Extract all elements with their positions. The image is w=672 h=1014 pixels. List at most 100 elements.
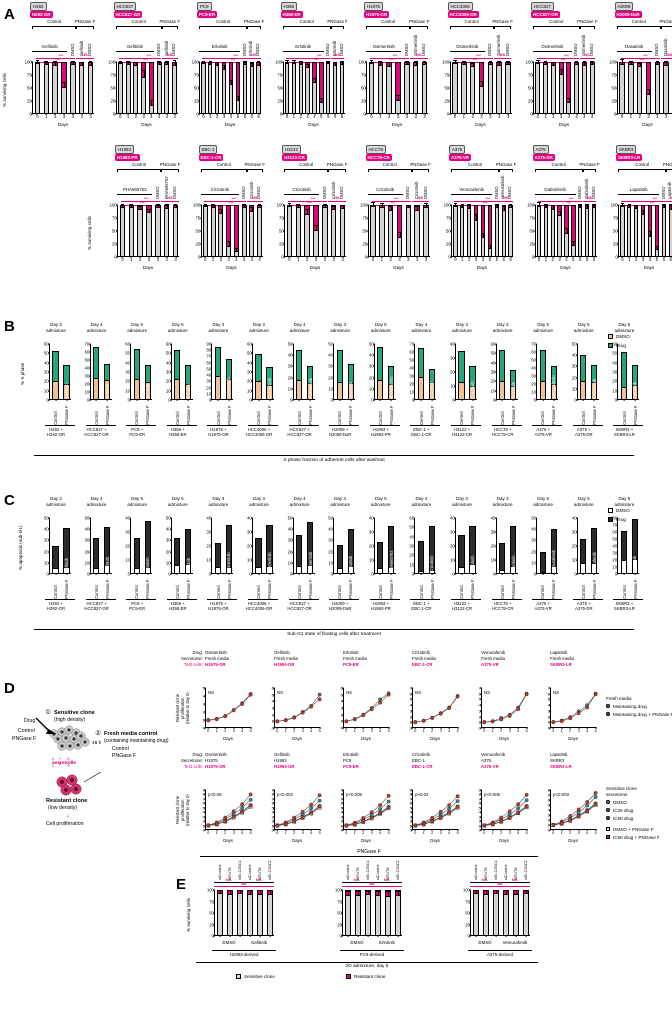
- y-tick-mark: [283, 230, 285, 232]
- line-series: [275, 692, 322, 724]
- y-tick-mark: [480, 816, 482, 818]
- error-bar: [244, 204, 245, 207]
- x-tick-label: 3: [416, 257, 419, 263]
- dmso-segment: [174, 378, 181, 400]
- sensitive-bar: [501, 209, 506, 257]
- x-cat-label: PNGase F: [267, 405, 273, 425]
- x-tick-mark: [239, 935, 241, 937]
- y-tick-mark: [549, 721, 551, 723]
- y-tick-label: 9: [341, 788, 344, 793]
- y-tick-mark: [576, 559, 578, 561]
- x-tick-label: 4: [517, 728, 520, 734]
- drug-segment: [377, 541, 384, 574]
- legend-label-1: Maintaining drug + PNGase F: [613, 711, 672, 717]
- y-tick-mark: [170, 380, 172, 382]
- x-tick-mark: [174, 113, 176, 115]
- x-tick-mark: [390, 573, 392, 575]
- x-tick-mark: [461, 399, 462, 401]
- y-tick-label: 5: [203, 686, 206, 691]
- error-bar: [537, 60, 539, 64]
- error-cap: [120, 203, 125, 205]
- drug-name-in-bar: Gefitinib: [64, 557, 70, 573]
- sensitive-bar: [640, 214, 646, 257]
- group-underline: [369, 425, 400, 426]
- y-tick-mark: [413, 367, 416, 369]
- x-tick-mark: [309, 573, 311, 575]
- error-bar: [568, 97, 570, 103]
- drug-name: Erlotinib: [343, 752, 359, 757]
- y-tick-label: 10: [328, 386, 333, 392]
- y-tick-mark: [283, 243, 285, 245]
- legend-swatch-1: [608, 343, 613, 348]
- sensitive-bar: [172, 64, 178, 114]
- error-bar: [663, 204, 665, 207]
- y-tick-mark: [411, 816, 413, 818]
- x-tick-mark: [656, 256, 658, 258]
- x-tick-label: 3: [508, 728, 511, 734]
- x-tick-label: 1: [491, 728, 494, 734]
- control-label: Control: [551, 162, 566, 167]
- error-bar: [122, 203, 124, 207]
- drug-segment: [347, 529, 354, 574]
- y-tick-label: 50: [209, 910, 214, 916]
- chart-axes: 012345012345: [203, 686, 253, 733]
- x-cat-label: Control: [53, 411, 59, 426]
- x-tick-mark: [586, 829, 588, 831]
- sensitive-bar: [395, 99, 401, 114]
- error-bar: [545, 203, 547, 208]
- dmso-vertical-label: DMSO: [405, 186, 411, 199]
- y-tick-label: 60: [490, 341, 496, 347]
- y-tick-mark: [411, 798, 413, 800]
- sirna-label: siSLC35C1: [492, 860, 498, 880]
- y-tick-label: 50: [337, 910, 342, 916]
- chart-axes: 0123456012345: [341, 686, 391, 733]
- y-tick-label: 0: [128, 572, 132, 577]
- error-cap: [641, 209, 645, 211]
- sensitive-bar: [585, 207, 590, 257]
- sensitive-bar: [467, 207, 472, 257]
- y-tick-label: 4: [272, 810, 275, 815]
- error-cap: [249, 62, 254, 64]
- x-axis-label: Days: [309, 265, 321, 270]
- x-tick-label: 4: [448, 830, 451, 836]
- error-cap: [424, 203, 428, 205]
- y-tick-label: 100: [527, 202, 535, 208]
- y-tick-mark: [129, 380, 132, 382]
- x-tick-label: 2: [638, 114, 641, 120]
- y-tick-mark: [332, 539, 335, 541]
- y-tick-label: 100: [275, 59, 283, 65]
- ns-label: NS: [251, 195, 258, 200]
- x-tick-mark: [106, 573, 108, 575]
- error-bar: [380, 61, 381, 65]
- y-tick-label: 30: [409, 373, 415, 379]
- y-tick-label: 75: [446, 215, 451, 221]
- y-tick-mark: [332, 354, 335, 356]
- y-tick-mark: [89, 551, 91, 552]
- y-tick-label: 0: [281, 255, 285, 260]
- y-tick-label: 2: [410, 819, 413, 824]
- control-bracket: [32, 26, 77, 29]
- y-tick-label: 10: [409, 389, 415, 395]
- drug-name-in-bar: Dabrafenib: [591, 552, 597, 573]
- error-bar: [538, 201, 540, 207]
- y-tick-label: 0: [341, 828, 344, 833]
- sensitive-bar: [663, 64, 669, 114]
- test-cells-name: H1975-OR: [205, 662, 226, 667]
- y-tick-mark: [273, 707, 275, 709]
- error-cap: [226, 240, 231, 242]
- error-bar: [289, 202, 291, 207]
- sensitive-bar: [217, 893, 223, 936]
- control-label: Control: [132, 162, 147, 167]
- control-bracket: [451, 169, 500, 172]
- sensitive-bar: [628, 64, 634, 114]
- y-tick-mark: [332, 551, 335, 552]
- y-tick-label: 30: [206, 378, 212, 384]
- error-cap: [578, 204, 583, 206]
- y-tick-mark: [342, 687, 344, 689]
- control-label: Control: [635, 162, 650, 167]
- sensitive-bar: [257, 207, 263, 257]
- x-axis-label: Days: [430, 736, 440, 741]
- x-tick-label: 0: [453, 114, 457, 120]
- sig-line-1: [204, 201, 247, 202]
- ns-label-all: NS: [241, 881, 247, 886]
